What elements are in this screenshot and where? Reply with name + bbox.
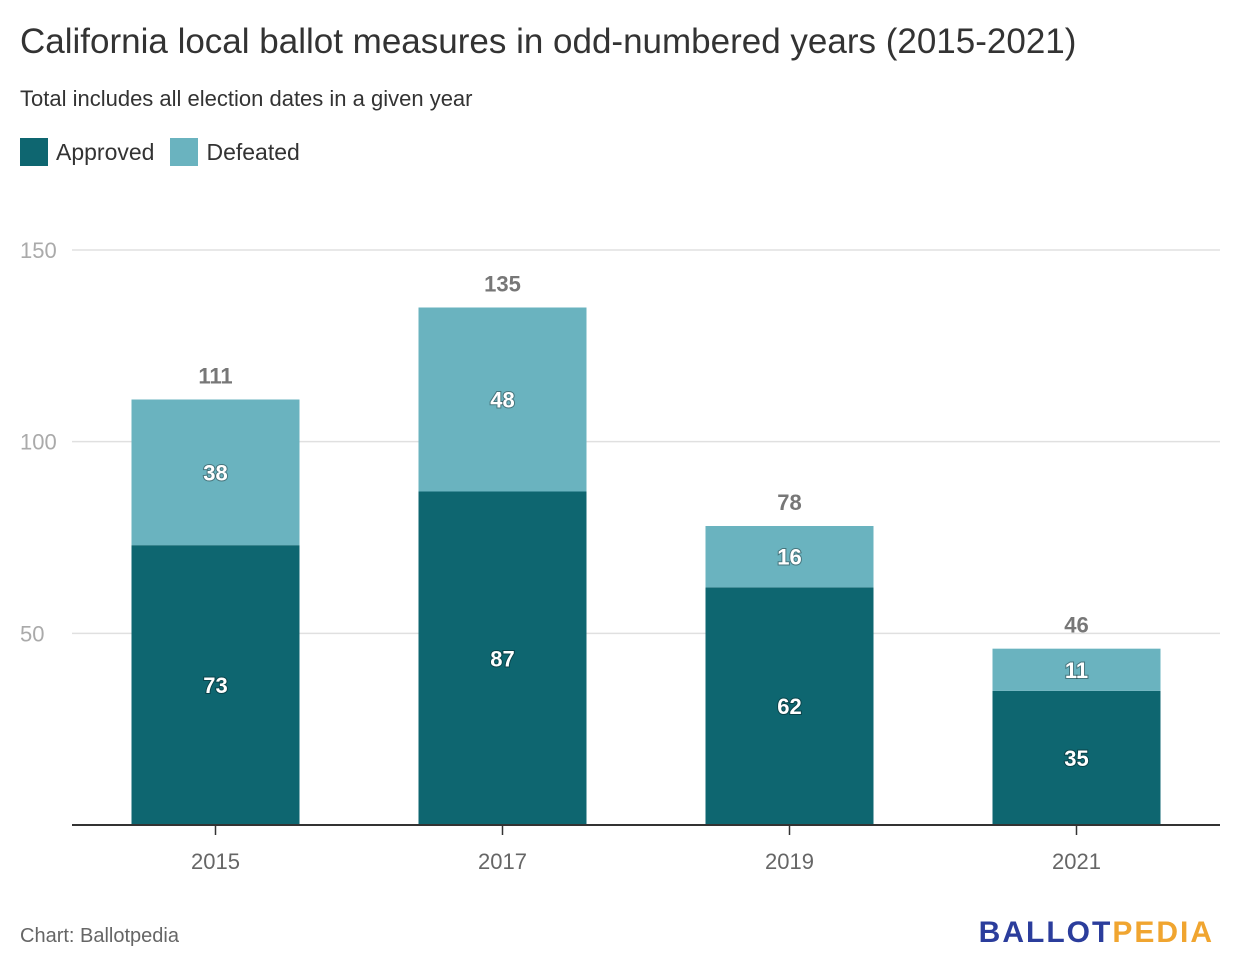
x-tick-label: 2019 <box>765 849 814 874</box>
legend-item-defeated: Defeated <box>170 138 300 166</box>
x-tick-label: 2021 <box>1052 849 1101 874</box>
bar-value-label: 11 <box>1065 658 1088 683</box>
bar-value-label: 16 <box>777 545 801 570</box>
legend-swatch-approved <box>20 138 48 166</box>
legend-label-approved: Approved <box>56 138 155 165</box>
logo-part-ballot: BALLOT <box>978 916 1113 949</box>
y-tick-label: 150 <box>20 238 57 263</box>
bar-value-label: 35 <box>1064 746 1088 771</box>
bar-value-label: 73 <box>203 673 227 698</box>
chart-source: Chart: Ballotpedia <box>20 925 179 947</box>
legend: Approved Defeated <box>20 138 316 166</box>
bar-total-label: 111 <box>198 364 232 389</box>
bar-approved <box>418 491 587 825</box>
logo-part-pedia: PEDIA <box>1112 916 1214 949</box>
bar-approved <box>131 545 300 825</box>
bar-value-label: 62 <box>777 694 801 719</box>
bar-total-label: 78 <box>777 490 801 515</box>
bar-approved <box>705 587 874 825</box>
bar-defeated <box>418 307 587 492</box>
bar-total-label: 135 <box>484 272 521 297</box>
legend-swatch-defeated <box>170 138 199 166</box>
y-tick-label: 50 <box>20 621 44 646</box>
x-tick-label: 2017 <box>478 849 527 874</box>
chart-subtitle: Total includes all election dates in a g… <box>20 86 473 111</box>
bar-chart: 50 100 150 73 38 111 2015 87 48 135 2017 62 16 78 2019… <box>20 238 1220 874</box>
bar-value-label: 87 <box>490 646 514 671</box>
x-tick-label: 2015 <box>191 849 240 874</box>
y-tick-label: 100 <box>20 430 57 455</box>
bar-value-label: 48 <box>490 388 514 413</box>
bar-defeated <box>131 399 300 546</box>
bar-defeated <box>992 648 1161 691</box>
bar-defeated <box>705 526 874 588</box>
legend-label-defeated: Defeated <box>206 138 300 165</box>
bar-total-label: 46 <box>1064 613 1088 638</box>
chart-title: California local ballot measures in odd-… <box>20 22 1077 61</box>
ballotpedia-logo: BALLOTPEDIA <box>979 916 1214 950</box>
bar-value-label: 38 <box>203 460 227 485</box>
bar-approved <box>992 690 1161 825</box>
legend-item-approved: Approved <box>20 138 154 166</box>
